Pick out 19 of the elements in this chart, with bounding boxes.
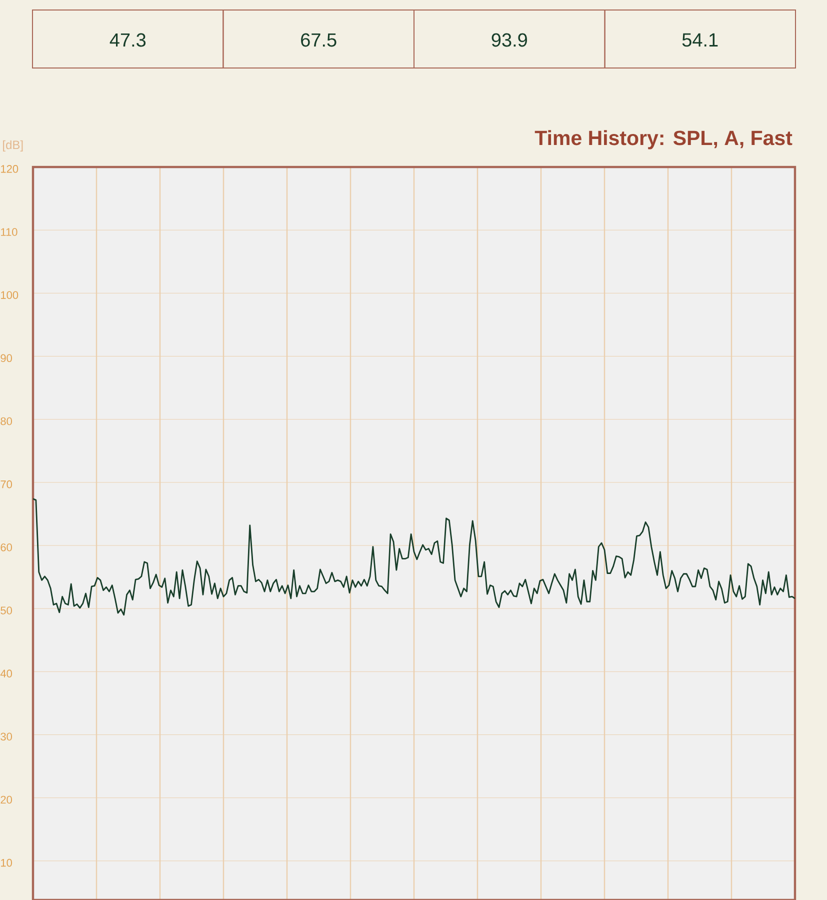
line-series [33, 498, 795, 616]
chart-title: Time History: SPL, A, Fast [534, 130, 792, 150]
y-tick-label: 30 [0, 732, 12, 741]
y-tick-label: 60 [0, 544, 12, 552]
text: 93.9 [492, 33, 527, 47]
text: 47.3 [110, 33, 146, 47]
y-tick-label: 40 [0, 670, 12, 678]
y-tick-label: 20 [0, 796, 12, 804]
y-tick-label: 90 [0, 354, 12, 362]
y-tick-label: 110 [1, 228, 18, 236]
y-axis-title: [dB] [3, 140, 23, 152]
y-tick-label: 80 [0, 417, 12, 426]
text: 54.1 [682, 33, 718, 47]
y-tick-label: 10 [1, 858, 12, 867]
y-tick-label: 120 [1, 165, 18, 173]
y-tick-label: 70 [0, 480, 12, 488]
y-tick-label: 50 [0, 606, 12, 614]
y-tick-label: 100 [1, 291, 18, 299]
text: 67.5 [301, 33, 336, 47]
